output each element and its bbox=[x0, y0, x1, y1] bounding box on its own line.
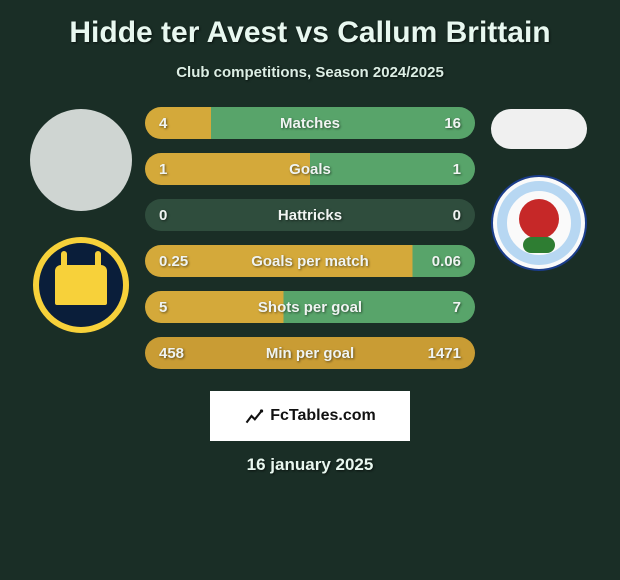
stat-label: Shots per goal bbox=[145, 299, 475, 316]
chart-icon bbox=[244, 406, 264, 426]
branding-text: FcTables.com bbox=[270, 407, 376, 425]
player-avatar-right bbox=[491, 109, 587, 149]
branding-badge: FcTables.com bbox=[210, 391, 410, 441]
stat-row: 1Goals1 bbox=[145, 153, 475, 185]
stat-row: 458Min per goal1471 bbox=[145, 337, 475, 369]
stat-row: 5Shots per goal7 bbox=[145, 291, 475, 323]
stat-label: Matches bbox=[145, 115, 475, 132]
main-row: 4Matches16 1Goals1 0Hattricks0 0.25Goals pe… bbox=[0, 107, 620, 369]
stat-label: Goals per match bbox=[145, 253, 475, 270]
stat-label: Min per goal bbox=[145, 345, 475, 362]
stat-row: 0Hattricks0 bbox=[145, 199, 475, 231]
stat-row: 4Matches16 bbox=[145, 107, 475, 139]
right-side bbox=[483, 107, 595, 271]
stat-value-right: 1 bbox=[453, 161, 461, 178]
stat-value-right: 0 bbox=[453, 207, 461, 224]
stat-row: 0.25Goals per match0.06 bbox=[145, 245, 475, 277]
stats-table: 4Matches16 1Goals1 0Hattricks0 0.25Goals pe… bbox=[145, 107, 475, 369]
page-title: Hidde ter Avest vs Callum Brittain bbox=[0, 16, 620, 50]
club-badge-right bbox=[491, 175, 587, 271]
player-avatar-left bbox=[30, 109, 132, 211]
stat-value-right: 16 bbox=[444, 115, 461, 132]
stat-value-right: 0.06 bbox=[432, 253, 461, 270]
stat-value-right: 1471 bbox=[428, 345, 461, 362]
stat-label: Goals bbox=[145, 161, 475, 178]
subtitle: Club competitions, Season 2024/2025 bbox=[0, 64, 620, 81]
stat-value-right: 7 bbox=[453, 299, 461, 316]
club-badge-left bbox=[33, 237, 129, 333]
ox-icon bbox=[55, 265, 107, 305]
rose-icon bbox=[519, 199, 559, 239]
left-side bbox=[25, 107, 137, 333]
stat-label: Hattricks bbox=[145, 207, 475, 224]
comparison-card: Hidde ter Avest vs Callum Brittain Club … bbox=[0, 0, 620, 485]
date-label: 16 january 2025 bbox=[0, 455, 620, 475]
